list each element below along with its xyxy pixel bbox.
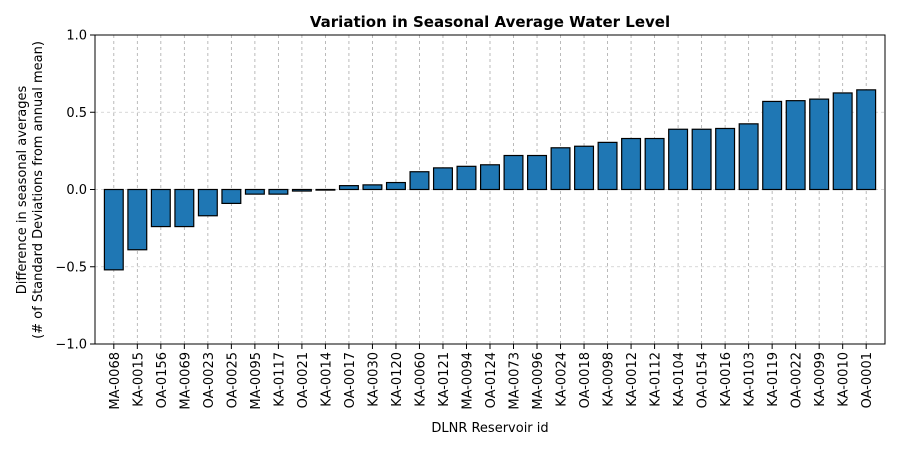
y-axis-label-line-2: (# of Standard Deviations from annual me… (31, 41, 46, 339)
x-tick-label: KA-0112 (649, 352, 664, 407)
x-tick-label: OA-0023 (202, 352, 217, 408)
x-tick-label: KA-0016 (719, 352, 734, 407)
x-tick-label: KA-0060 (413, 352, 428, 407)
y-tick-label: 1.0 (66, 29, 87, 44)
y-tick-label: 0.5 (66, 106, 87, 121)
x-tick-label: MA-0073 (508, 352, 523, 410)
x-tick-label: KA-0099 (813, 352, 828, 407)
bars (103, 89, 877, 271)
x-tick-label: KA-0121 (437, 352, 452, 407)
x-tick-label: OA-0154 (696, 352, 711, 408)
x-tick-label: OA-0022 (790, 352, 805, 408)
bar-KA-0117 (268, 188, 289, 195)
bar-KA-0119 (762, 100, 783, 191)
x-tick-label: KA-0117 (272, 352, 287, 407)
bar-MA-0095 (244, 188, 265, 195)
bar-OA-0124 (479, 164, 501, 191)
x-tick-label: KA-0030 (366, 352, 381, 407)
bar-KA-0104 (668, 128, 689, 191)
bar-KA-0121 (432, 167, 453, 191)
bar-OA-0025 (221, 188, 242, 205)
bar-OA-0001 (856, 89, 877, 191)
x-axis-label: DLNR Reservoir id (431, 421, 548, 436)
bar-MA-0096 (527, 154, 548, 191)
chart-title: Variation in Seasonal Average Water Leve… (310, 13, 670, 31)
bar-KA-0120 (385, 181, 406, 191)
x-tick-label: KA-0010 (837, 352, 852, 407)
x-tick-label: KA-0119 (766, 352, 781, 407)
x-tick-label: OA-0018 (578, 352, 593, 408)
bar-OA-0156 (150, 188, 171, 228)
bar-MA-0094 (456, 165, 477, 191)
bar-KA-0060 (409, 171, 430, 191)
x-tick-label: MA-0094 (460, 352, 475, 410)
x-tick-label: KA-0015 (131, 352, 146, 407)
bar-KA-0016 (715, 127, 736, 191)
bar-OA-0018 (574, 145, 595, 191)
x-tick-label: MA-0069 (178, 352, 193, 410)
bar-KA-0014 (315, 188, 336, 191)
bar-KA-0103 (738, 123, 759, 191)
bar-MA-0068 (103, 188, 124, 271)
x-tick-label: OA-0001 (860, 352, 875, 408)
bar-KA-0012 (621, 137, 642, 191)
x-tick-label: OA-0025 (225, 352, 240, 408)
x-tick-label: OA-0124 (484, 352, 499, 408)
bar-KA-0112 (644, 137, 665, 191)
bar-OA-0023 (197, 188, 218, 217)
y-tick-label: −1.0 (55, 338, 87, 353)
x-tick-label: KA-0104 (672, 352, 687, 407)
x-tick-label: KA-0024 (555, 352, 570, 407)
x-tick-label: MA-0096 (531, 352, 546, 410)
y-axis-label: Difference in seasonal averages (# of St… (15, 41, 46, 339)
bar-OA-0021 (291, 188, 312, 192)
bar-KA-0099 (809, 98, 830, 191)
x-tick-label: OA-0156 (155, 352, 170, 408)
y-axis-ticks: −1.0 −0.5 0.0 0.5 1.0 (55, 29, 95, 353)
bar-KA-0030 (362, 184, 383, 191)
x-tick-label: MA-0095 (249, 352, 264, 410)
y-tick-label: −0.5 (55, 260, 87, 275)
x-tick-label: KA-0012 (625, 352, 640, 407)
bar-OA-0154 (691, 128, 712, 191)
bar-KA-0010 (832, 92, 853, 191)
x-tick-label: KA-0098 (602, 352, 617, 407)
y-axis-label-line-1: Difference in seasonal averages (15, 86, 30, 295)
bar-OA-0017 (338, 185, 359, 191)
y-tick-label: 0.0 (66, 183, 87, 198)
bar-KA-0024 (550, 147, 571, 191)
x-tick-label: KA-0120 (390, 352, 405, 407)
x-tick-label: MA-0068 (108, 352, 123, 410)
x-axis-ticks: MA-0068 KA-0015 OA-0156 MA-0069 OA-0023 OA-00… (108, 344, 875, 410)
x-tick-label: KA-0014 (319, 352, 334, 407)
bar-MA-0069 (174, 188, 195, 228)
bar-OA-0022 (785, 100, 806, 191)
bar-MA-0073 (503, 154, 524, 191)
x-tick-label: OA-0021 (296, 352, 311, 408)
x-tick-label: KA-0103 (743, 352, 758, 407)
x-tick-label: OA-0017 (343, 352, 358, 408)
bar-KA-0098 (597, 141, 618, 191)
bar-KA-0015 (127, 188, 148, 251)
